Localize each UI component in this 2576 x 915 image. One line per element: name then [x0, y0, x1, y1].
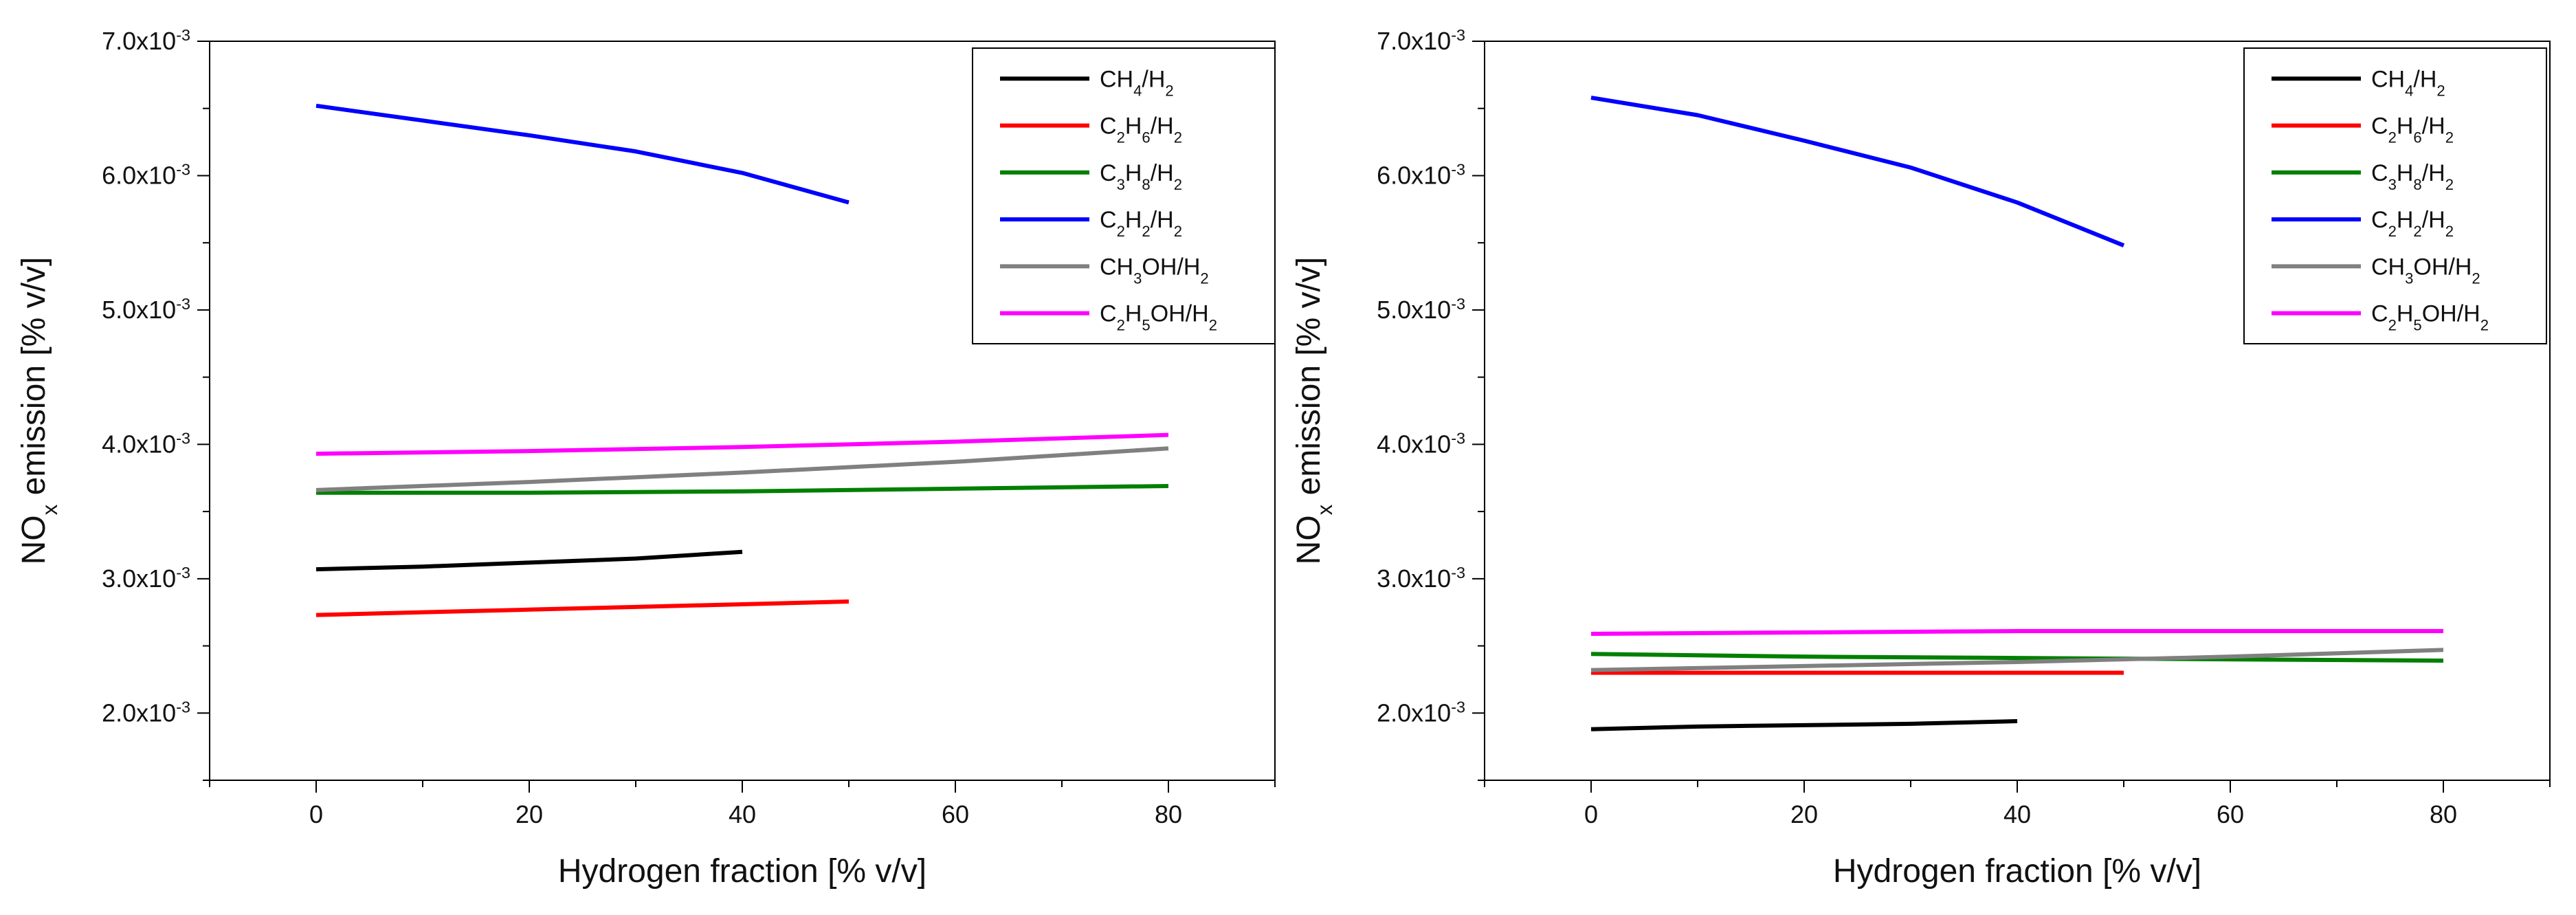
y-tick-label: 3.0x10-3 [102, 564, 190, 593]
legend-label-5: CH3OH/H2 [1100, 254, 1209, 287]
legend-box [2243, 47, 2547, 344]
chart-panel-1: 0 20 40 60 80 2.0x10-3 3.0x10-3 4.0x10-3 5.0x10-… [16, 26, 1276, 890]
y-tick-label: 7.0x10-3 [102, 26, 190, 55]
legend-label-6: C2H5OH/H2 [1100, 301, 1217, 334]
x-tick-label: 40 [2003, 800, 2031, 828]
y-tick-label: 7.0x10-3 [1377, 26, 1465, 55]
series-line-1 [315, 549, 743, 572]
series-line-4 [1590, 96, 2125, 247]
legend-label-2: C2H6/H2 [2371, 113, 2454, 146]
x-axis-title: Hydrogen fraction [% v/v] [558, 853, 926, 890]
x-tick-label: 0 [309, 800, 323, 828]
legend: CH4/H2 C2H6/H2 C3H8/H2 C2H2/H2 CH3OH/H2 C2H5O… [972, 47, 1276, 344]
legend-label-6: C2H5OH/H2 [2371, 301, 2489, 334]
legend-label-5: CH3OH/H2 [2371, 254, 2480, 287]
legend-label-3: C3H8/H2 [2371, 160, 2454, 193]
y-tick-label: 6.0x10-3 [102, 160, 190, 189]
series-line-6 [1590, 629, 2443, 636]
y-tick-label: 5.0x10-3 [1377, 295, 1465, 324]
x-tick-label: 20 [1790, 800, 1818, 828]
y-tick-label: 2.0x10-3 [102, 698, 190, 727]
series-line-4 [315, 103, 850, 205]
y-tick-label: 4.0x10-3 [1377, 429, 1465, 458]
legend-box [972, 47, 1276, 344]
legend-label-4: C2H2/H2 [2371, 207, 2454, 240]
legend-label-4: C2H2/H2 [1100, 207, 1182, 240]
x-tick-label: 60 [942, 800, 969, 828]
x-axis-title: Hydrogen fraction [% v/v] [1833, 853, 2201, 890]
legend-label-2: C2H6/H2 [1100, 113, 1182, 146]
y-tick-label: 3.0x10-3 [1377, 564, 1465, 593]
y-tick-label: 5.0x10-3 [102, 295, 190, 324]
y-axis-title: NOx emission [% v/v] [16, 257, 62, 565]
series-line-3 [316, 483, 1169, 495]
y-tick-label: 2.0x10-3 [1377, 698, 1465, 727]
legend-label-1: CH4/H2 [1100, 66, 1174, 99]
y-axis-title: NOx emission [% v/v] [1291, 257, 1337, 565]
y-tick-label: 4.0x10-3 [102, 429, 190, 458]
series-line-1 [1590, 719, 2018, 731]
legend-label-1: CH4/H2 [2371, 66, 2445, 99]
x-tick-label: 20 [515, 800, 543, 828]
series-line-2 [315, 599, 850, 617]
x-tick-label: 80 [1155, 800, 1182, 828]
legend-label-3: C3H8/H2 [1100, 160, 1182, 193]
series-line-3 [1590, 652, 2444, 663]
chart-panel-2: 0 20 40 60 80 2.0x10-3 3.0x10-3 4.0x10-3 5.0x10-… [1291, 26, 2551, 890]
x-tick-label: 40 [729, 800, 756, 828]
x-tick-label: 60 [2217, 800, 2244, 828]
series-line-5 [1590, 648, 2444, 672]
series-line-6 [315, 432, 1169, 456]
x-tick-label: 80 [2430, 800, 2457, 828]
y-tick-label: 6.0x10-3 [1377, 160, 1465, 189]
series-line-5 [315, 446, 1169, 492]
x-tick-label: 0 [1584, 800, 1598, 828]
legend: CH4/H2 C2H6/H2 C3H8/H2 C2H2/H2 CH3OH/H2 C2H5O… [2243, 47, 2547, 344]
